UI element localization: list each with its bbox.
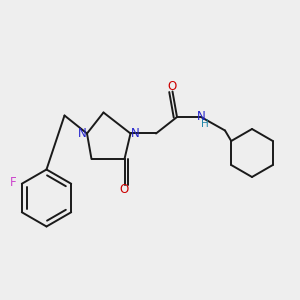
- Text: F: F: [10, 176, 17, 189]
- Text: N: N: [131, 127, 140, 140]
- Text: N: N: [78, 127, 87, 140]
- Text: N: N: [196, 110, 206, 124]
- Text: O: O: [168, 80, 177, 93]
- Text: H: H: [201, 118, 208, 129]
- Text: O: O: [120, 183, 129, 196]
